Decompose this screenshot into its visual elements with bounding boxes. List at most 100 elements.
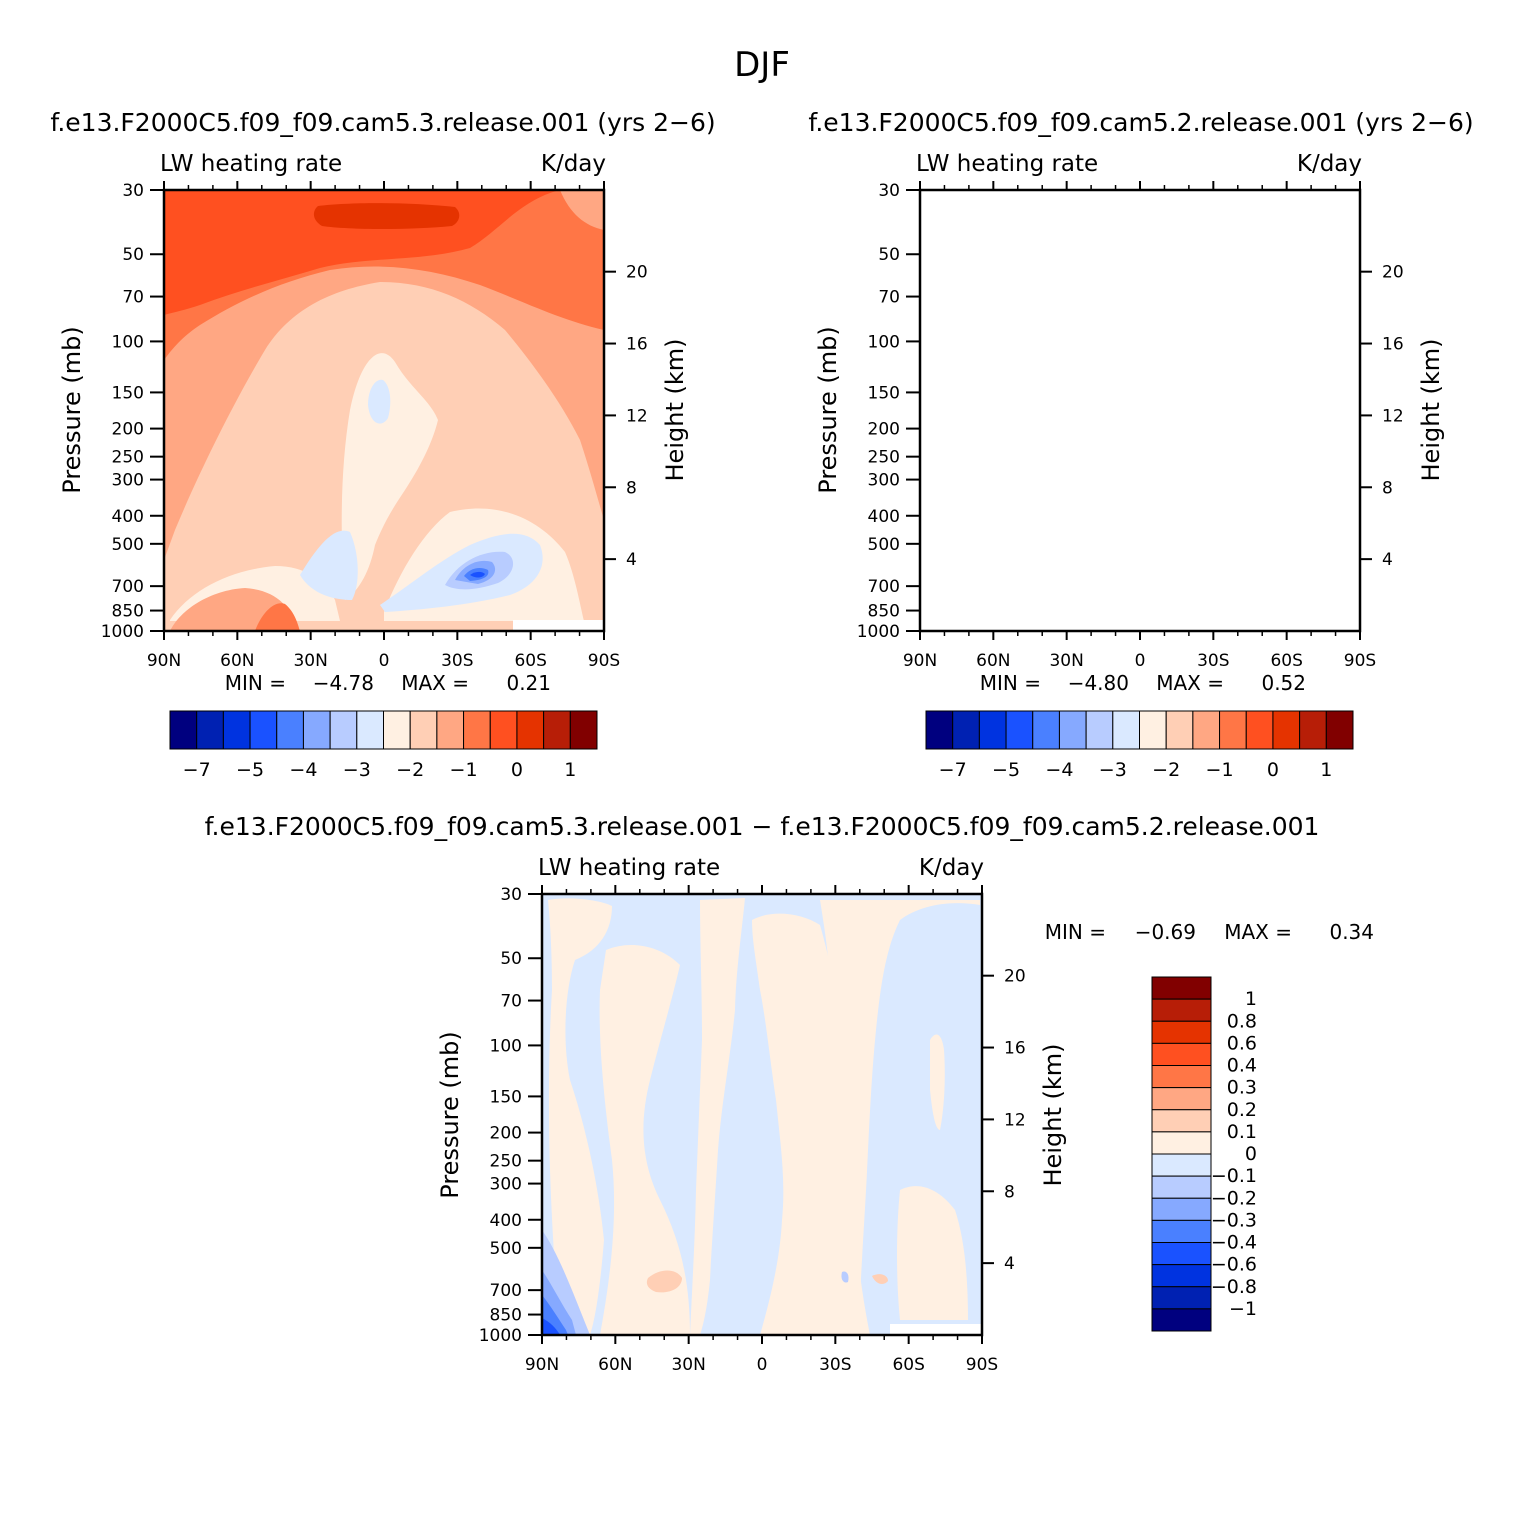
axes: 90N 60N 30N 0 30S 60S 90S 30 50 70 100 150 200 250 300…: [479, 885, 1026, 1375]
max-value: 0.52: [1261, 671, 1306, 695]
y-tick-label: 850: [868, 602, 900, 622]
y-tick-label: 150: [868, 383, 900, 403]
y-tick-label: 250: [490, 1152, 522, 1172]
colorbar-label: 0.3: [1227, 1077, 1257, 1099]
fill-level-neg5: [470, 571, 485, 578]
y-axis-label: Pressure (mb): [58, 326, 86, 493]
fill-level-neg4-5: [1220, 568, 1244, 581]
colorbar-box: [436, 710, 465, 750]
colorbar-label: −3: [343, 759, 371, 781]
min-max-line: MIN = −4.78 MAX = 0.21: [225, 671, 551, 695]
contour-field: [920, 190, 1360, 631]
colorbar-box: [1151, 1087, 1212, 1111]
missing-data-strip: [513, 620, 604, 631]
colorbar-label: 0.4: [1227, 1055, 1257, 1077]
colorbar-box: [1151, 1153, 1212, 1177]
x-tick-label: 90S: [1344, 651, 1376, 671]
x-tick-label: 60N: [220, 651, 254, 671]
y-tick-label: 400: [868, 507, 900, 527]
y2-axis-label: Height (km): [1417, 339, 1445, 482]
y-tick-label: 30: [500, 885, 522, 905]
y-tick-label: 300: [490, 1175, 522, 1195]
fill-level-0: [1070, 203, 1215, 229]
min-label: MIN =: [1045, 920, 1106, 944]
x-tick-label: 60S: [1270, 651, 1302, 671]
fill-level-neg3c: [368, 379, 391, 424]
colorbar-box: [489, 710, 518, 750]
y2-tick-label: 4: [626, 550, 637, 570]
colorbar-label: −4: [1045, 759, 1073, 781]
colorbar-box: [1245, 710, 1274, 750]
min-label: MIN =: [225, 671, 286, 695]
y-tick-label: 100: [112, 332, 144, 352]
y-tick-label: 150: [490, 1087, 522, 1107]
colorbar-box: [1151, 1065, 1212, 1089]
max-label: MAX =: [1224, 920, 1292, 944]
fill-level-0-1-f: [930, 1034, 945, 1130]
colorbar-box: [169, 710, 198, 750]
y2-axis-label: Height (km): [1039, 1044, 1067, 1187]
colorbar-box: [1219, 710, 1247, 750]
colorbar-label: 1: [1320, 759, 1332, 781]
colorbar-label: 0: [1267, 759, 1279, 781]
y-tick-label: 100: [490, 1036, 522, 1056]
colorbar-box: [1112, 710, 1140, 750]
fill-level-neg5: [1226, 572, 1241, 578]
colorbar-box: [276, 710, 304, 750]
y2-tick-label: 8: [1382, 478, 1393, 498]
y-tick-label: 200: [490, 1124, 522, 1144]
min-max-line: MIN = −4.80 MAX = 0.52: [980, 671, 1306, 695]
colorbar-label: 0: [511, 759, 523, 781]
x-tick-label: 0: [1135, 651, 1146, 671]
fill-level-neg0-6-a: [542, 1318, 560, 1335]
y2-axis-label: Height (km): [661, 339, 689, 482]
min-value: −4.78: [313, 671, 374, 695]
colorbar-label: 0: [1245, 1143, 1257, 1165]
y-tick-label: 200: [112, 420, 144, 440]
colorbar-label: −0.1: [1211, 1165, 1257, 1187]
colorbar-label: −0.4: [1211, 1232, 1257, 1254]
missing-data-strip: [1269, 620, 1360, 631]
fill-level-0-1-c: [690, 898, 745, 1335]
colorbar-label: 0.6: [1227, 1032, 1257, 1054]
colorbar-box: [329, 710, 358, 750]
fill-level-neg3b: [1136, 534, 1299, 612]
colorbar-box: [978, 710, 1007, 750]
colorbar-label: −2: [396, 759, 424, 781]
colorbar-label: −2: [1152, 759, 1180, 781]
x-tick-label: 90N: [903, 651, 937, 671]
y-tick-label: 500: [112, 535, 144, 555]
y2-tick-label: 4: [1382, 550, 1393, 570]
x-tick-label: 90S: [966, 1355, 998, 1375]
fill-level-neg3-5: [1201, 552, 1269, 590]
y-tick-label: 200: [868, 420, 900, 440]
colorbar-box: [1151, 1308, 1212, 1332]
fill-level-neg4: [1211, 561, 1251, 584]
y-tick-label: 400: [490, 1211, 522, 1231]
y-tick-label: 300: [868, 471, 900, 491]
y-tick-label: 700: [868, 577, 900, 597]
y-tick-label: 500: [490, 1239, 522, 1259]
y-tick-label: 250: [868, 448, 900, 468]
contour-field: [542, 894, 982, 1335]
units-label: K/day: [1297, 151, 1362, 177]
y2-tick-label: 4: [1004, 1254, 1015, 1274]
min-value: −4.80: [1068, 671, 1129, 695]
x-tick-label: 90S: [588, 651, 620, 671]
colorbar-box: [249, 710, 278, 750]
colorbar-box: [1151, 1286, 1212, 1310]
y-tick-label: 300: [112, 471, 144, 491]
colorbar-label: −5: [236, 759, 264, 781]
colorbar-label: 1: [1245, 988, 1257, 1010]
colorbar-box: [1032, 710, 1060, 750]
units-label: K/day: [541, 151, 606, 177]
fill-level-0-1-g: [897, 1186, 968, 1320]
x-tick-label: 30S: [819, 1355, 851, 1375]
y2-tick-label: 20: [626, 263, 648, 283]
colorbar-box: [222, 710, 251, 750]
fill-level-neg1-5b: [1316, 190, 1360, 230]
axes: 90N 60N 30N 0 30S 60S 90S 30 50 70 100 150 200 250 300…: [101, 181, 648, 671]
x-tick-label: 0: [757, 1355, 768, 1375]
colorbar-label: −0.3: [1211, 1209, 1257, 1231]
